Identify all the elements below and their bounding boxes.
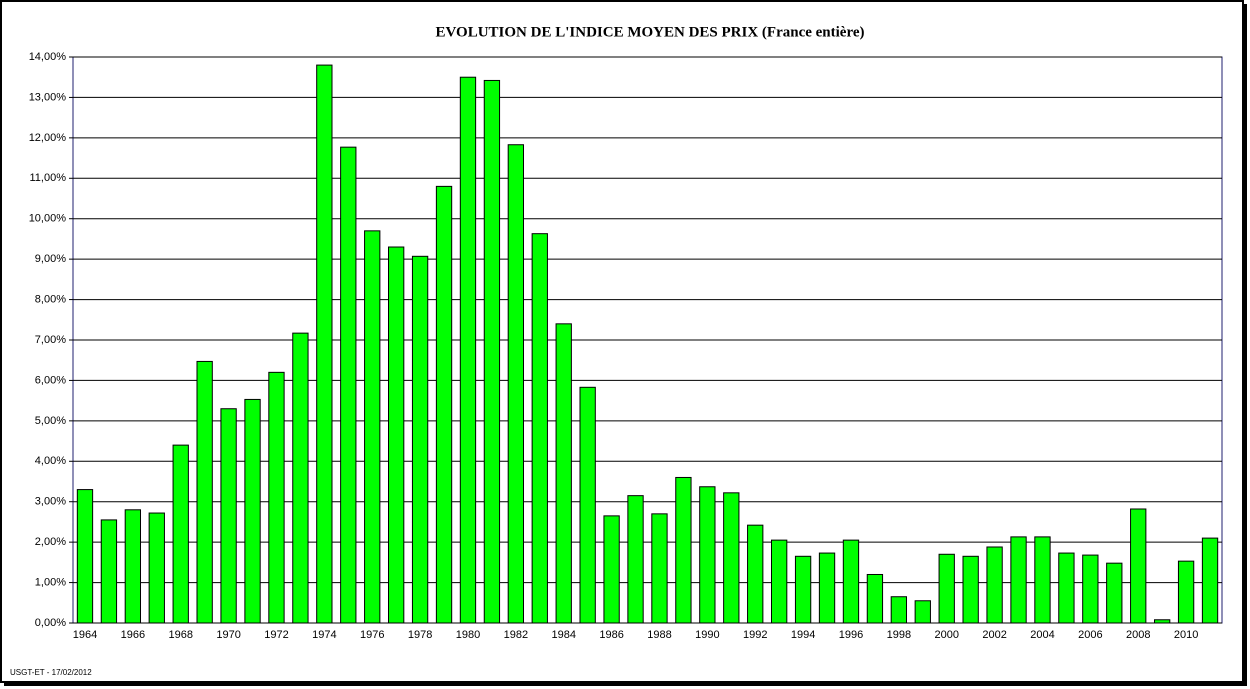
bar bbox=[579, 386, 596, 624]
x-tick-label: 2008 bbox=[1126, 629, 1150, 641]
bar bbox=[723, 492, 740, 624]
bar bbox=[244, 398, 261, 624]
bar bbox=[747, 524, 764, 624]
bar bbox=[76, 489, 94, 624]
x-tick-label: 1998 bbox=[887, 629, 911, 641]
bar bbox=[1177, 560, 1195, 624]
y-tick-label: 5,00% bbox=[35, 415, 66, 427]
bar bbox=[507, 144, 525, 624]
y-tick-label: 1,00% bbox=[35, 576, 66, 588]
bar bbox=[483, 79, 501, 624]
x-tick-label: 1974 bbox=[312, 629, 336, 641]
x-tick-label: 1968 bbox=[168, 629, 192, 641]
bar bbox=[699, 486, 716, 624]
footnote: USGT-ET - 17/02/2012 bbox=[10, 668, 92, 677]
y-tick-label: 14,00% bbox=[29, 51, 67, 63]
bar bbox=[555, 323, 572, 624]
bar bbox=[268, 371, 285, 624]
y-tick-label: 4,00% bbox=[35, 455, 66, 467]
x-tick-label: 1990 bbox=[695, 629, 719, 641]
bar bbox=[1106, 562, 1123, 624]
y-tick-label: 6,00% bbox=[35, 374, 66, 386]
x-tick-label: 1964 bbox=[73, 629, 97, 641]
bar bbox=[364, 230, 381, 624]
bar bbox=[986, 546, 1003, 624]
bar bbox=[531, 233, 548, 624]
chart-title: EVOLUTION DE L'INDICE MOYEN DES PRIX (Fr… bbox=[436, 24, 865, 40]
bar bbox=[148, 512, 165, 624]
y-tick-label: 7,00% bbox=[35, 334, 66, 346]
bar bbox=[1034, 536, 1051, 624]
x-tick-label: 1984 bbox=[551, 629, 575, 641]
y-tick-label: 10,00% bbox=[29, 213, 67, 225]
bar bbox=[866, 573, 884, 624]
x-tick-label: 1970 bbox=[216, 629, 240, 641]
bar bbox=[890, 596, 908, 624]
x-tick-label: 1992 bbox=[743, 629, 767, 641]
x-tick-label: 1966 bbox=[121, 629, 145, 641]
bar bbox=[627, 495, 644, 624]
x-tick-label: 1996 bbox=[839, 629, 863, 641]
bar bbox=[1058, 552, 1075, 624]
bar bbox=[292, 332, 309, 624]
x-tick-label: 1982 bbox=[504, 629, 528, 641]
y-tick-label: 12,00% bbox=[29, 132, 67, 144]
x-tick-label: 2004 bbox=[1030, 629, 1054, 641]
x-tick-label: 1980 bbox=[456, 629, 480, 641]
bar bbox=[603, 515, 620, 624]
x-tick-label: 1986 bbox=[599, 629, 623, 641]
bar bbox=[172, 444, 189, 624]
y-tick-label: 2,00% bbox=[35, 536, 66, 548]
x-tick-label: 1988 bbox=[647, 629, 671, 641]
bar bbox=[387, 246, 405, 624]
y-tick-label: 13,00% bbox=[29, 91, 67, 103]
x-tick-label: 2010 bbox=[1174, 629, 1198, 641]
y-tick-label: 9,00% bbox=[35, 253, 66, 265]
y-tick-label: 3,00% bbox=[35, 496, 66, 508]
bar bbox=[794, 555, 812, 624]
bar bbox=[818, 552, 836, 624]
bar bbox=[1130, 508, 1147, 624]
plot-area: 0,00% 1,00% 2,00% 3,00% 4,00% 5,00% 6,00% 7,00%… bbox=[29, 51, 1223, 641]
y-tick-label: 0,00% bbox=[35, 617, 66, 629]
bar bbox=[220, 408, 237, 624]
bar bbox=[675, 476, 692, 624]
bar bbox=[316, 64, 333, 624]
bar bbox=[435, 185, 453, 624]
x-tick-label: 2000 bbox=[934, 629, 958, 641]
bar bbox=[411, 255, 429, 624]
bar bbox=[340, 146, 357, 624]
x-tick-label: 2006 bbox=[1078, 629, 1102, 641]
bar bbox=[196, 360, 213, 624]
x-tick-label: 1976 bbox=[360, 629, 384, 641]
bar bbox=[914, 600, 931, 624]
bar bbox=[651, 513, 668, 624]
bar bbox=[770, 539, 788, 624]
bar bbox=[459, 76, 477, 624]
x-tick-label: 1972 bbox=[264, 629, 288, 641]
bar bbox=[1010, 536, 1027, 624]
bar bbox=[100, 519, 118, 624]
bar bbox=[1082, 554, 1099, 624]
x-tick-label: 1994 bbox=[791, 629, 815, 641]
bar bbox=[1201, 537, 1219, 624]
bar bbox=[124, 509, 142, 624]
y-tick-label: 11,00% bbox=[30, 172, 67, 184]
bar bbox=[842, 539, 860, 624]
bar bbox=[938, 553, 955, 624]
x-tick-label: 2002 bbox=[982, 629, 1006, 641]
y-tick-label: 8,00% bbox=[35, 293, 66, 305]
x-tick-label: 1978 bbox=[408, 629, 432, 641]
bar bbox=[962, 555, 979, 624]
